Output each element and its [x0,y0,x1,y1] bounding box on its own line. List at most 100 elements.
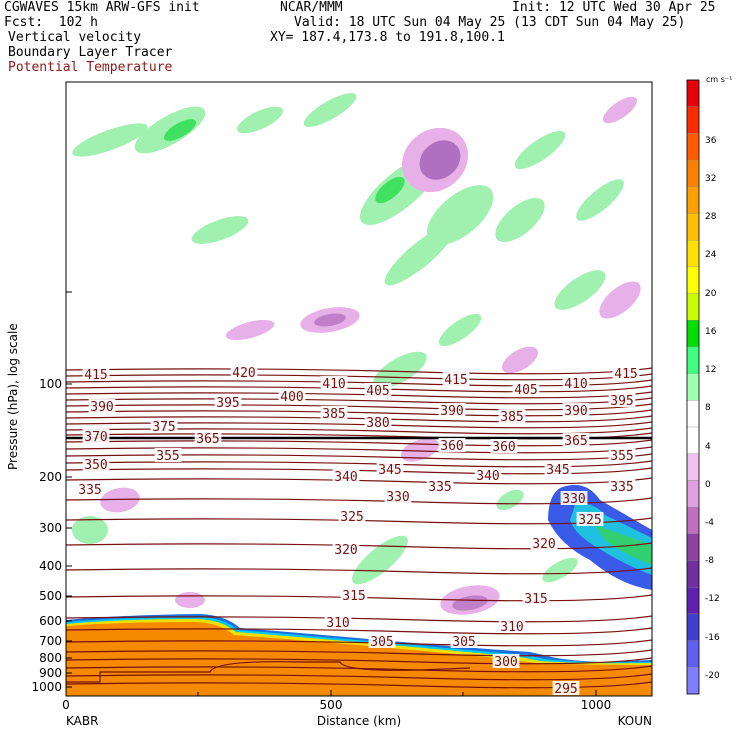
theta-label: 385 [500,410,523,425]
theta-label-bg [150,419,178,433]
wvel-blob [384,224,456,286]
y-tick-label: 800 [39,651,62,665]
theta-label: 320 [334,543,357,558]
theta-contour [66,542,652,550]
theta-label: 355 [610,449,633,464]
theta-label-bg [320,376,348,390]
theta-label: 335 [428,480,451,495]
theta-contour [66,385,652,393]
theta-contour [66,439,652,447]
theta-contour [66,391,652,399]
wvel-blob [542,557,578,583]
theta-label: 355 [156,449,179,464]
colorbar-label: 0 [705,480,711,490]
wvel-blob [554,270,606,310]
header-org: NCAR/MMM [280,0,343,15]
colorbar-frame [686,79,700,695]
wvel-blob [495,197,545,243]
colorbar-label: 28 [705,212,717,222]
header-field2: Boundary Layer Tracer [8,45,173,60]
theta-label-bg [332,542,360,556]
theta-label: 315 [524,592,547,607]
theta-label: 310 [500,620,523,635]
theta-label-bg [560,491,588,505]
wvel-blob [191,216,249,244]
theta-label: 335 [610,480,633,495]
colorbar-swatch [686,79,700,107]
wvel-blob [164,119,196,141]
colorbar-swatch [686,106,700,134]
theta-label: 400 [280,390,303,405]
colorbar-label: 16 [705,327,717,337]
colorbar-swatch [686,346,700,374]
theta-label-bg [76,482,104,496]
theta-label-bg [562,376,590,390]
colorbar-unit: cm s⁻¹ [706,75,732,84]
theta-label: 305 [452,635,475,650]
x-end-right: KOUN [618,714,652,728]
theta-label-bg [498,409,526,423]
theta-contour [66,409,652,417]
colorbar-swatch [686,533,700,561]
wvel-blob [237,106,283,134]
theta-label: 325 [340,510,363,525]
wvel-blob [496,489,524,511]
theta-label-bg [320,406,348,420]
theta-label: 415 [84,368,107,383]
theta-label: 365 [196,432,219,447]
wvel-blob [72,516,108,544]
theta-label: 415 [444,373,467,388]
wvel-blob [501,346,539,374]
x-tick-label: 1000 [581,698,612,712]
y-tick-label: 500 [39,589,62,603]
theta-contour-bl [66,661,471,683]
wvel-blob [576,179,624,221]
y-tick-label: 1000 [31,680,62,694]
theta-label: 380 [366,416,389,431]
y-tick-label: 700 [39,634,62,648]
theta-contour [66,681,652,689]
wvel-blob [303,93,357,127]
theta-label-bg [324,615,352,629]
colorbar-label: 8 [705,403,711,413]
colorbar-swatch [686,266,700,294]
colorbar-swatch [686,426,700,454]
theta-label-bg [340,588,368,602]
theta-label-bg [338,509,366,523]
theta-label-bg [522,591,550,605]
colorbar-swatch [686,506,700,534]
theta-label: 405 [514,383,537,398]
colorbar-label: 32 [705,174,716,184]
colorbar-swatch [686,613,700,641]
wvel-blob [602,96,638,124]
colorbar-label: -8 [705,556,714,566]
theta-label-bg [426,479,454,493]
theta-label-bg [544,462,572,476]
wvel-blob [352,535,408,585]
theta-contour [66,657,652,665]
theta-label: 405 [366,384,389,399]
theta-label: 385 [322,407,345,422]
theta-label: 365 [564,434,587,449]
header-model: CGWAVES 15km ARW-GFS init [4,0,200,15]
theta-label-bg [438,438,466,452]
header-init: Init: 12 UTC Wed 30 Apr 25 [512,0,716,15]
theta-label-bg [82,429,110,443]
theta-label: 395 [216,396,239,411]
colorbar-label: 20 [705,289,717,299]
colorbar-swatch [686,240,700,268]
header-xy: XY= 187.4,173.8 to 191.8,100.1 [270,30,505,45]
colorbar-label: -20 [705,671,720,681]
plot-frame [65,81,653,697]
theta-label: 320 [532,537,555,552]
y-tick-label: 200 [39,470,62,484]
theta-label: 370 [84,430,107,445]
colorbar-label: 24 [705,250,717,260]
colorbar-swatch [686,453,700,481]
colorbar-label: -16 [705,633,720,643]
theta-label: 345 [546,463,569,478]
theta-contour [66,403,652,411]
theta-label-bg [562,433,590,447]
theta-contour [66,373,652,381]
theta-label: 295 [554,682,577,697]
